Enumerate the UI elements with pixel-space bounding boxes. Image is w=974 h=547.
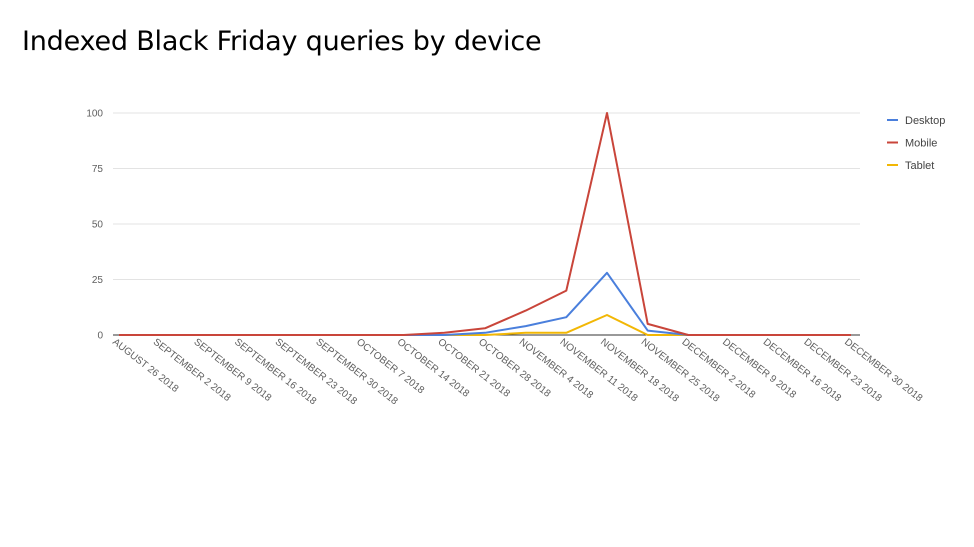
series-line-mobile xyxy=(119,112,851,336)
y-tick-label: 50 xyxy=(92,220,104,231)
legend-label-tablet: Tablet xyxy=(905,160,934,172)
page-title: Indexed Black Friday queries by device xyxy=(22,26,542,57)
x-tick-label: NOVEMBER 4 2018 xyxy=(517,337,596,402)
y-axis-ticks: 0 25 50 75 100 xyxy=(86,109,103,342)
y-tick-label: 25 xyxy=(92,275,104,286)
gridlines xyxy=(113,112,860,336)
legend: Desktop Mobile Tablet xyxy=(887,115,945,172)
x-tick-label: OCTOBER 28 2018 xyxy=(476,337,553,400)
x-tick-label: OCTOBER 7 2018 xyxy=(354,337,426,397)
x-tick-label: DECEMBER 2 2018 xyxy=(679,337,757,401)
y-tick-label: 0 xyxy=(97,331,103,342)
x-tick-label: NOVEMBER 11 2018 xyxy=(557,337,639,405)
x-tick-label: OCTOBER 14 2018 xyxy=(395,337,472,400)
x-tick-label: DECEMBER 9 2018 xyxy=(720,337,798,401)
x-tick-label: SEPTEMBER 2 2018 xyxy=(151,337,233,404)
series-lines xyxy=(119,112,851,336)
legend-label-desktop: Desktop xyxy=(905,115,945,127)
x-tick-label: OCTOBER 21 2018 xyxy=(435,337,512,400)
y-tick-label: 100 xyxy=(86,109,103,120)
y-tick-label: 75 xyxy=(92,164,104,175)
series-line-desktop xyxy=(119,271,851,336)
legend-label-mobile: Mobile xyxy=(905,138,937,150)
x-tick-label: DECEMBER 16 2018 xyxy=(761,337,843,405)
